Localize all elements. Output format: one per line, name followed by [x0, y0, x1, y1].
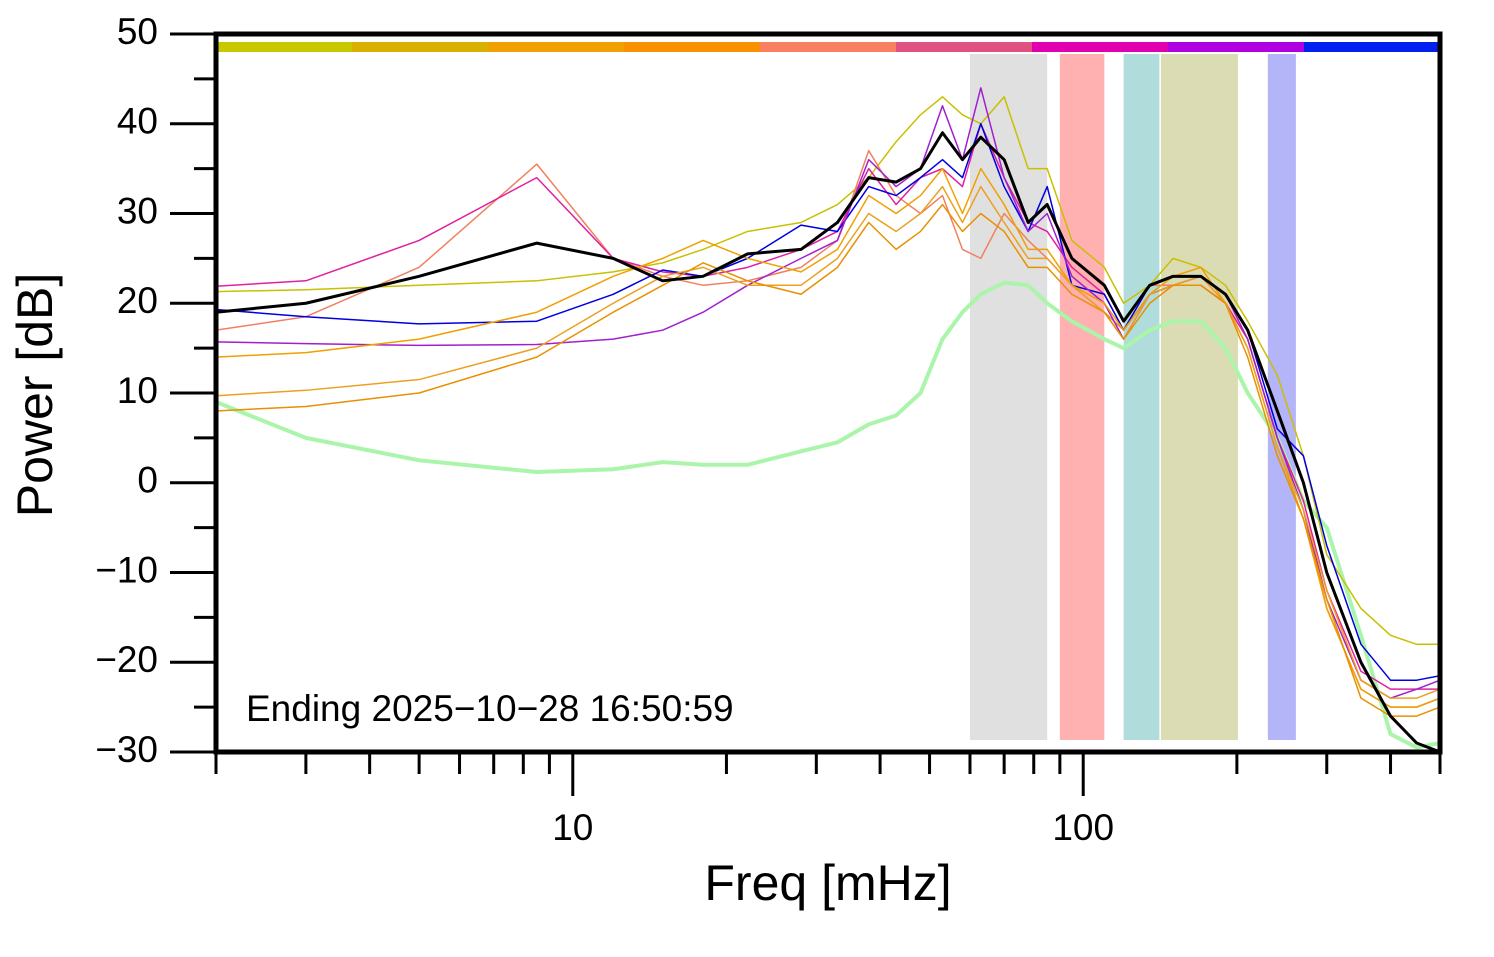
series-line	[216, 167, 1440, 708]
series-line	[216, 185, 1440, 699]
plot-frame	[213, 31, 1443, 755]
band	[1160, 54, 1238, 740]
band	[969, 54, 1048, 740]
band	[1123, 54, 1160, 740]
x-tick-label: 10	[552, 807, 593, 848]
series-line	[216, 123, 1440, 681]
y-tick-label: 20	[117, 280, 158, 321]
lines	[216, 87, 1440, 752]
series-line	[216, 203, 1440, 717]
series-line	[216, 131, 1440, 752]
x-axis-title: Freq [mHz]	[704, 855, 951, 911]
x-tick-label: 100	[1052, 807, 1114, 848]
y-tick-label: −10	[95, 549, 158, 590]
series-line	[216, 96, 1440, 646]
y-tick-label: 10	[117, 370, 158, 411]
annotation: Ending 2025−10−28 16:50:59	[246, 688, 734, 729]
y-tick-label: 40	[117, 101, 158, 142]
y-tick-label: −30	[95, 729, 158, 770]
band	[1059, 54, 1105, 740]
axes: −30 −20 −10 0 10 20 30 40 50 10 100	[95, 11, 1442, 848]
y-tick-label: 0	[137, 460, 158, 501]
y-tick-label: 50	[117, 11, 158, 52]
y-tick-label: 30	[117, 190, 158, 231]
series-line	[216, 87, 1440, 699]
y-axis-title: Power [dB]	[7, 273, 63, 518]
y-tick-label: −20	[95, 639, 158, 680]
color-strip	[216, 42, 1440, 52]
